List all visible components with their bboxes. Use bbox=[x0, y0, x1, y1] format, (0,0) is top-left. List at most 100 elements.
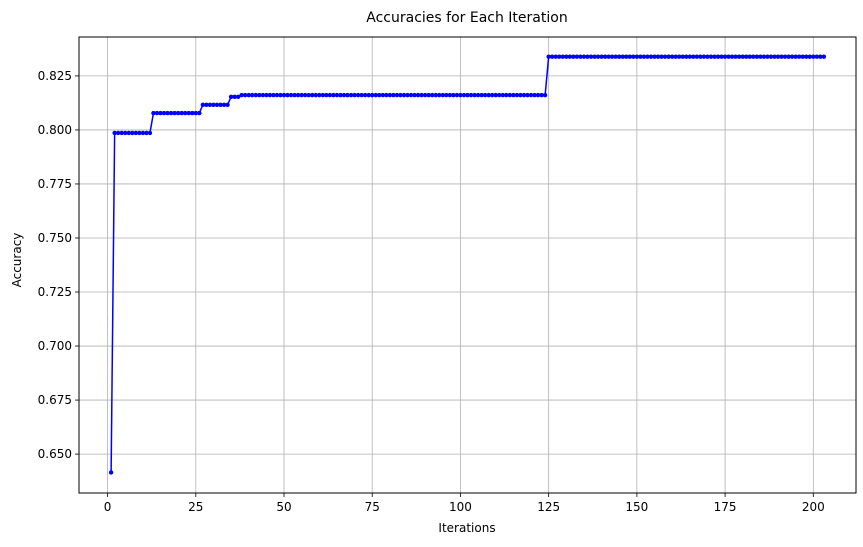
data-point bbox=[465, 92, 470, 98]
x-tick-label: 0 bbox=[104, 500, 112, 514]
data-point bbox=[384, 92, 389, 98]
data-point bbox=[567, 54, 573, 59]
data-point bbox=[422, 92, 428, 98]
data-point bbox=[137, 130, 142, 136]
data-point bbox=[197, 110, 202, 116]
data-point bbox=[408, 92, 414, 98]
data-point bbox=[264, 92, 269, 98]
data-point bbox=[461, 92, 467, 98]
data-point bbox=[317, 92, 322, 98]
data-point bbox=[595, 54, 601, 59]
data-point bbox=[362, 92, 368, 98]
data-point bbox=[126, 130, 131, 136]
data-point bbox=[511, 92, 516, 98]
data-point bbox=[274, 92, 280, 98]
data-point bbox=[108, 470, 114, 475]
data-point bbox=[239, 92, 244, 98]
data-point bbox=[585, 54, 590, 59]
data-point bbox=[571, 54, 576, 59]
data-point bbox=[768, 54, 774, 59]
data-point bbox=[447, 92, 453, 98]
data-point bbox=[235, 94, 241, 100]
y-tick-label: 0.800 bbox=[38, 123, 72, 137]
data-point bbox=[426, 92, 431, 98]
data-point bbox=[779, 54, 784, 59]
data-point bbox=[744, 54, 749, 59]
data-point bbox=[775, 54, 781, 59]
data-point bbox=[578, 54, 583, 59]
data-point bbox=[652, 54, 657, 59]
data-point bbox=[130, 130, 135, 136]
data-point bbox=[737, 54, 742, 59]
x-tick-label: 75 bbox=[365, 500, 380, 514]
data-point bbox=[334, 92, 340, 98]
data-point bbox=[680, 54, 685, 59]
data-point bbox=[729, 54, 735, 59]
data-point bbox=[581, 54, 587, 59]
data-point bbox=[624, 54, 629, 59]
data-point bbox=[161, 110, 167, 116]
data-point bbox=[482, 92, 488, 98]
data-point bbox=[542, 92, 548, 98]
x-tick-label: 150 bbox=[625, 500, 648, 514]
data-point bbox=[691, 54, 696, 59]
data-point bbox=[655, 54, 661, 59]
data-point bbox=[285, 92, 290, 98]
data-point bbox=[267, 92, 273, 98]
x-tick-label: 175 bbox=[714, 500, 737, 514]
data-point bbox=[549, 54, 555, 59]
data-point bbox=[553, 54, 558, 59]
data-point bbox=[708, 54, 714, 59]
data-point bbox=[793, 54, 798, 59]
data-point bbox=[331, 92, 336, 98]
data-point bbox=[327, 92, 333, 98]
data-point bbox=[172, 110, 177, 116]
data-point bbox=[292, 92, 297, 98]
data-point bbox=[193, 110, 198, 116]
data-point bbox=[306, 92, 311, 98]
data-point bbox=[401, 92, 407, 98]
data-point bbox=[133, 130, 139, 136]
data-point bbox=[811, 54, 816, 59]
data-point bbox=[352, 92, 357, 98]
data-point bbox=[366, 92, 371, 98]
data-point bbox=[257, 92, 262, 98]
data-point bbox=[186, 110, 191, 116]
y-tick-label: 0.650 bbox=[38, 447, 72, 461]
data-point bbox=[599, 54, 604, 59]
data-point bbox=[394, 92, 400, 98]
y-tick-label: 0.750 bbox=[38, 231, 72, 245]
x-tick-label: 200 bbox=[802, 500, 825, 514]
y-tick-label: 0.775 bbox=[38, 177, 72, 191]
data-point bbox=[532, 92, 537, 98]
data-point bbox=[151, 110, 156, 116]
data-point bbox=[250, 92, 255, 98]
data-point bbox=[662, 54, 668, 59]
data-point bbox=[751, 54, 756, 59]
data-point bbox=[451, 92, 456, 98]
data-point bbox=[525, 92, 530, 98]
data-point bbox=[183, 110, 188, 116]
data-point bbox=[218, 102, 223, 108]
data-point bbox=[190, 110, 195, 116]
data-point bbox=[758, 54, 763, 59]
data-point bbox=[641, 54, 647, 59]
data-point bbox=[634, 54, 640, 59]
data-point bbox=[592, 54, 597, 59]
data-point bbox=[221, 102, 227, 108]
data-point bbox=[271, 92, 276, 98]
data-point bbox=[669, 54, 675, 59]
data-point bbox=[214, 102, 220, 108]
data-point bbox=[631, 54, 636, 59]
data-point bbox=[754, 54, 760, 59]
data-point bbox=[497, 92, 502, 98]
data-point bbox=[147, 130, 153, 136]
data-point bbox=[733, 54, 738, 59]
data-point bbox=[295, 92, 301, 98]
y-tick-label: 0.700 bbox=[38, 339, 72, 353]
data-point bbox=[373, 92, 378, 98]
data-point bbox=[698, 54, 703, 59]
data-point bbox=[518, 92, 523, 98]
data-point bbox=[405, 92, 410, 98]
data-point bbox=[440, 92, 445, 98]
